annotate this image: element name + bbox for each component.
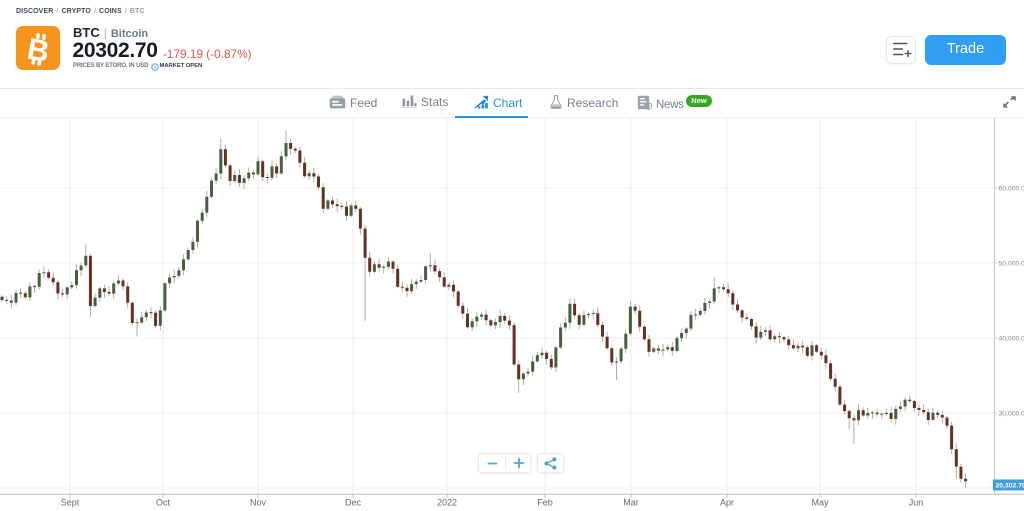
svg-text:B: B (25, 33, 52, 69)
svg-text:50,000.0: 50,000.0 (999, 260, 1024, 267)
svg-text:Feb: Feb (537, 498, 553, 508)
svg-text:40,000.0: 40,000.0 (999, 335, 1024, 342)
svg-text:Oct: Oct (156, 498, 171, 508)
svg-text:Nov: Nov (250, 498, 267, 508)
svg-text:60,000.0: 60,000.0 (999, 185, 1024, 192)
svg-text:2022: 2022 (437, 498, 457, 508)
svg-text:Dec: Dec (345, 498, 362, 508)
svg-text:30,000.0: 30,000.0 (999, 410, 1024, 417)
svg-text:Mar: Mar (623, 498, 639, 508)
svg-text:20,302.70: 20,302.70 (996, 483, 1024, 490)
svg-text:Apr: Apr (720, 498, 734, 508)
svg-text:May: May (811, 498, 829, 508)
svg-text:Sept: Sept (61, 498, 80, 508)
svg-text:Jun: Jun (909, 498, 924, 508)
